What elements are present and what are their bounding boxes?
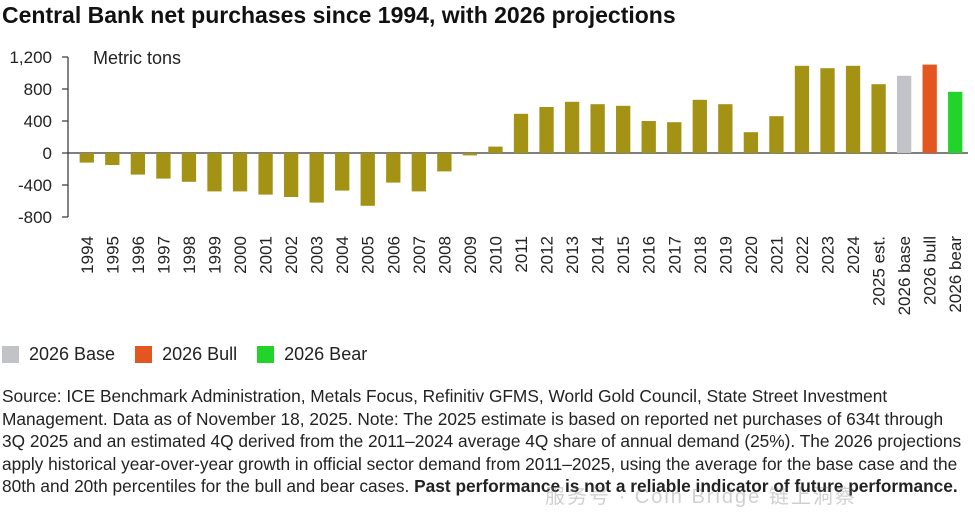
bar-2001 bbox=[258, 153, 273, 195]
y-tick-label: -400 bbox=[18, 176, 52, 195]
bar-2011 bbox=[513, 113, 529, 153]
x-tick-label: 2019 bbox=[716, 236, 735, 274]
bar-2002 bbox=[283, 153, 299, 197]
x-tick-label: 2025 est. bbox=[870, 236, 889, 306]
x-tick-label: 2012 bbox=[538, 236, 557, 274]
y-tick-label: 400 bbox=[24, 112, 52, 131]
bar-2024 bbox=[845, 65, 861, 153]
x-tick-label: 2017 bbox=[665, 236, 684, 274]
watermark: 服务号 · Coin Bridge 链上洞察 bbox=[545, 486, 857, 508]
x-tick-label: 2015 bbox=[614, 236, 633, 274]
legend-item-bull: 2026 Bull bbox=[135, 344, 237, 365]
legend-label-base: 2026 Base bbox=[29, 344, 116, 364]
chart-title: Central Bank net purchases since 1994, w… bbox=[2, 2, 676, 28]
legend-swatch-bull bbox=[135, 346, 153, 363]
x-tick-label: 2026 bear bbox=[946, 236, 965, 313]
bar-2006 bbox=[386, 153, 401, 183]
x-tick-label: 2026 base bbox=[895, 236, 914, 315]
x-tick-label: 2021 bbox=[767, 236, 786, 274]
x-tick-label: 2020 bbox=[742, 236, 761, 274]
bar-2023 bbox=[820, 68, 835, 153]
bar-2004 bbox=[335, 153, 350, 191]
bar-2019 bbox=[718, 104, 733, 153]
bar-1998 bbox=[181, 153, 197, 182]
bar-2022 bbox=[794, 65, 810, 153]
bar-2021 bbox=[769, 116, 784, 153]
bar-2025-est- bbox=[871, 84, 886, 153]
x-tick-label: 2016 bbox=[640, 236, 659, 274]
x-tick-label: 2004 bbox=[333, 236, 352, 274]
bar-2026-bull bbox=[922, 64, 937, 153]
x-tick-label: 1996 bbox=[129, 236, 148, 274]
x-tick-label: 2002 bbox=[282, 236, 301, 274]
x-tick-label: 2024 bbox=[844, 236, 863, 274]
bar-1996 bbox=[130, 153, 146, 175]
bar-2020 bbox=[743, 132, 759, 153]
x-tick-label: 2026 bull bbox=[921, 236, 940, 305]
bar-2016 bbox=[641, 121, 656, 153]
bar-2012 bbox=[539, 107, 554, 153]
x-tick-label: 2008 bbox=[435, 236, 454, 274]
bar-2018 bbox=[692, 99, 707, 153]
bar-2008 bbox=[437, 153, 452, 172]
bar-2003 bbox=[309, 153, 324, 203]
bars bbox=[79, 64, 963, 206]
x-tick-label: 1999 bbox=[205, 236, 224, 274]
legend: 2026 Base 2026 Bull 2026 Bear bbox=[2, 344, 387, 365]
bar-2009 bbox=[462, 153, 478, 156]
x-tick-label: 2022 bbox=[793, 236, 812, 274]
bar-2026-bear bbox=[948, 91, 963, 153]
x-tick-label: 2018 bbox=[691, 236, 710, 274]
y-tick-label: 1,200 bbox=[9, 48, 52, 67]
x-tick-label: 2014 bbox=[589, 236, 608, 274]
x-tick-label: 2001 bbox=[257, 236, 276, 274]
legend-label-bear: 2026 Bear bbox=[284, 344, 368, 364]
bar-1994 bbox=[79, 153, 94, 163]
x-tick-label: 2007 bbox=[410, 236, 429, 274]
x-tick-label: 1995 bbox=[103, 236, 122, 274]
bar-1997 bbox=[156, 153, 171, 179]
x-tick-label: 2009 bbox=[461, 236, 480, 274]
x-tick-label: 2006 bbox=[384, 236, 403, 274]
x-tick-label: 1997 bbox=[154, 236, 173, 274]
x-tick-label: 1998 bbox=[180, 236, 199, 274]
y-tick-label: 800 bbox=[24, 80, 52, 99]
legend-swatch-bear bbox=[257, 346, 275, 363]
bar-2026-base bbox=[896, 75, 912, 153]
y-tick-label: -800 bbox=[18, 208, 52, 227]
x-tick-label: 2000 bbox=[231, 236, 250, 274]
x-tick-label: 2005 bbox=[359, 236, 378, 274]
x-tick-label: 2010 bbox=[486, 236, 505, 274]
x-tick-label: 2023 bbox=[819, 236, 838, 274]
y-tick-label: 0 bbox=[43, 144, 52, 163]
legend-swatch-base bbox=[2, 346, 19, 363]
unit-label: Metric tons bbox=[93, 48, 181, 68]
bar-2007 bbox=[411, 153, 426, 192]
bar-2013 bbox=[564, 101, 580, 153]
source-text: Source: ICE Benchmark Administration, Me… bbox=[2, 386, 962, 496]
disclaimer: Past performance is not a reliable indic… bbox=[414, 476, 958, 496]
source-note: Source: ICE Benchmark Administration, Me… bbox=[2, 385, 970, 498]
x-axis-labels: 1994 1995 1996 1997 1998 1999 2000 2001 2002 2003… bbox=[78, 236, 965, 316]
legend-item-base: 2026 Base bbox=[2, 344, 115, 365]
bar-1999 bbox=[207, 153, 222, 192]
bar-2017 bbox=[667, 122, 682, 153]
bar-2010 bbox=[488, 146, 503, 153]
legend-item-bear: 2026 Bear bbox=[257, 344, 367, 365]
x-tick-label: 2011 bbox=[512, 236, 531, 273]
legend-label-bull: 2026 Bull bbox=[162, 344, 238, 364]
bar-2000 bbox=[232, 153, 248, 192]
x-tick-label: 2013 bbox=[563, 236, 582, 274]
bar-2014 bbox=[590, 104, 605, 153]
bar-2005 bbox=[360, 153, 375, 206]
x-tick-label: 1994 bbox=[78, 236, 97, 274]
bar-1995 bbox=[105, 153, 120, 165]
x-tick-label: 2003 bbox=[308, 236, 327, 274]
bar-2015 bbox=[616, 105, 631, 153]
